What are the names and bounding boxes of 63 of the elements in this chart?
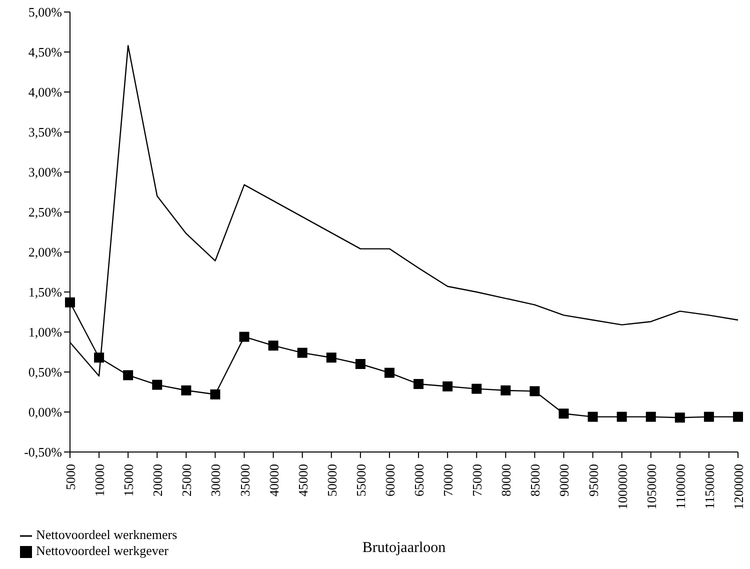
point: [384, 368, 394, 378]
point: [297, 348, 308, 358]
x-tick-label: 50000: [324, 464, 340, 496]
x-tick-label: 90000: [556, 464, 572, 496]
x-tick-label: 55000: [353, 464, 368, 496]
point: [181, 385, 192, 396]
y-tick-label: 5,00%: [28, 4, 62, 20]
x-tick-label: 1200000: [731, 464, 746, 510]
point: [674, 412, 685, 423]
y-tick-label: -0,50%: [24, 444, 62, 460]
y-tick-label: 0,50%: [28, 364, 62, 380]
x-tick-label: 10000: [92, 464, 108, 496]
x-tick-label: 60000: [382, 464, 398, 496]
x-tick-label: 65000: [412, 464, 427, 496]
point: [268, 340, 278, 351]
y-tick-label: 4,50%: [28, 44, 62, 60]
point: [210, 389, 220, 400]
point: [65, 297, 75, 308]
y-tick-label: 3,00%: [28, 164, 62, 180]
point: [530, 386, 540, 396]
x-tick-label: 80000: [498, 464, 514, 496]
point: [355, 359, 366, 369]
x-axis-title: Brutojaarloon: [362, 540, 446, 556]
y-tick-label: 3,50%: [28, 124, 62, 140]
point: [558, 408, 569, 419]
x-tick-label: 95000: [586, 464, 601, 496]
x-tick-label: 1000000: [614, 464, 630, 510]
point: [442, 381, 453, 392]
point: [500, 385, 511, 396]
point: [704, 412, 714, 422]
y-tick-label: 1,00%: [28, 324, 62, 340]
legend-label: Nettovoordeel werknemers: [36, 527, 178, 542]
point: [94, 352, 104, 363]
x-tick-label: 45000: [295, 464, 310, 496]
x-tick-label: 70000: [440, 464, 456, 496]
x-tick-label: 30000: [208, 464, 224, 496]
x-tick-label: 15000: [121, 464, 136, 496]
x-tick-label: 85000: [528, 464, 543, 496]
point: [414, 379, 424, 389]
point: [239, 332, 250, 342]
point: [588, 412, 598, 422]
point: [326, 352, 336, 363]
legend-label: Nettovoordeel werkgever: [36, 543, 168, 558]
y-tick-label: 2,00%: [28, 244, 62, 260]
x-tick-label: 40000: [266, 464, 282, 496]
y-tick-label: 4,00%: [28, 84, 62, 100]
x-tick-label: 75000: [470, 464, 485, 496]
point: [152, 380, 162, 390]
point: [616, 412, 627, 422]
point: [733, 412, 743, 422]
point: [646, 412, 656, 422]
x-tick-label: 20000: [150, 464, 166, 496]
x-tick-label: 25000: [179, 464, 194, 496]
point: [123, 370, 134, 380]
x-tick-label: 5000: [63, 464, 78, 490]
x-tick-label: 35000: [237, 464, 252, 496]
point: [472, 384, 482, 394]
y-tick-label: 1,50%: [28, 284, 62, 300]
x-tick-label: 1100000: [672, 464, 688, 510]
y-tick-label: 0,00%: [28, 404, 62, 420]
y-tick-label: 2,50%: [28, 204, 62, 220]
x-tick-label: 1150000: [702, 464, 717, 510]
x-tick-label: 1050000: [644, 464, 659, 510]
